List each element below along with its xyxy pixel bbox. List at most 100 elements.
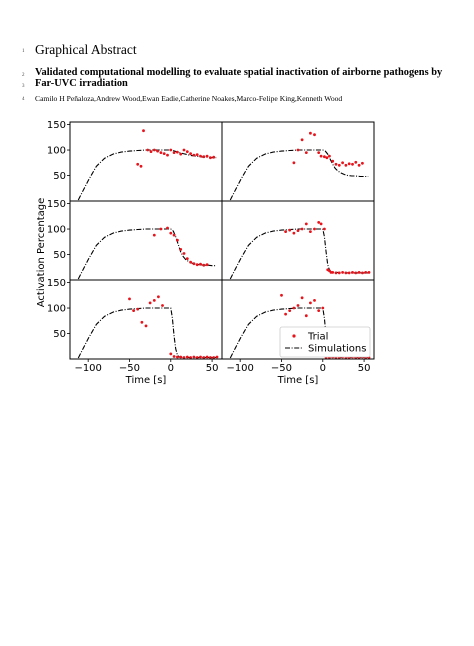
trial-point: [361, 271, 364, 275]
trial-point: [304, 314, 308, 318]
trial-point: [172, 355, 176, 358]
trial-point: [205, 263, 209, 267]
x-axis-label: Time [s]: [277, 375, 319, 386]
trial-point: [169, 231, 173, 235]
trial-point: [313, 227, 316, 231]
line-number: 2: [22, 73, 25, 78]
trial-point: [182, 252, 186, 255]
trial-point: [337, 163, 341, 167]
line-number: 3: [22, 84, 25, 89]
trial-point: [146, 148, 150, 152]
trial-point: [284, 230, 287, 234]
trial-point: [317, 221, 321, 224]
y-axis-label: Activation Percentage: [36, 198, 47, 308]
trial-point: [288, 309, 292, 312]
trial-point: [215, 355, 219, 359]
trial-point: [136, 307, 140, 311]
x-tick-label: −50: [119, 363, 140, 374]
trial-point: [319, 154, 323, 158]
trial-point: [172, 233, 176, 237]
trial-point: [128, 297, 131, 301]
trial-point: [296, 148, 300, 152]
simulation-line: [77, 307, 217, 359]
x-tick-label: 0: [168, 363, 174, 374]
x-tick-label: 50: [206, 363, 219, 374]
trial-point: [169, 352, 173, 356]
trial-point: [195, 263, 199, 267]
trial-point: [357, 271, 361, 274]
trial-point: [325, 156, 329, 160]
trial-point: [344, 271, 348, 275]
trial-point: [317, 151, 321, 155]
axis-labels: Time [s] Time [s] Activation Percentage: [36, 198, 318, 386]
trial-point: [354, 160, 358, 164]
trial-point: [176, 150, 179, 154]
trial-point: [313, 299, 316, 302]
trial-point: [139, 164, 143, 168]
trial-point: [199, 355, 202, 359]
trial-point: [142, 129, 145, 133]
trial-point: [195, 356, 199, 359]
trial-point: [179, 152, 183, 156]
trial-point: [152, 148, 156, 152]
trial-point: [292, 231, 296, 235]
trial-point: [199, 154, 202, 158]
trial-point: [169, 148, 173, 152]
trial-point: [136, 162, 140, 166]
trial-point: [159, 151, 163, 155]
y-tick-label: 150: [47, 278, 66, 289]
trial-point: [317, 309, 321, 312]
simulation-line: [77, 149, 217, 201]
trial-point: [205, 154, 209, 158]
trial-point: [176, 238, 179, 242]
legend-simulation-label: Simulations: [308, 344, 366, 355]
trial-point: [179, 355, 183, 359]
trial-point: [157, 295, 160, 299]
trial-point: [323, 155, 326, 159]
trial-point: [304, 222, 308, 226]
trial-point: [280, 293, 283, 297]
trial-point: [152, 233, 156, 237]
trial-point: [341, 161, 344, 165]
trial-point: [309, 230, 312, 234]
trial-point: [185, 150, 189, 154]
y-tick-label: 50: [53, 250, 66, 261]
trial-point: [202, 356, 206, 359]
trial-point: [309, 131, 312, 135]
panel-frame: [69, 121, 223, 202]
trial-point: [300, 296, 304, 300]
legend-trial-marker: [292, 334, 296, 338]
trial-point: [192, 262, 196, 266]
x-tick-label: −100: [226, 363, 253, 374]
x-tick-label: 50: [358, 363, 371, 374]
trial-point: [354, 271, 358, 275]
trial-point: [284, 312, 287, 316]
trial-point: [304, 151, 308, 155]
trial-point: [209, 156, 212, 160]
paper-title-line: Far-UVC irradiation: [35, 78, 128, 89]
trial-point: [195, 153, 199, 157]
y-tick-label: 150: [47, 199, 66, 210]
trial-point: [166, 226, 169, 230]
x-tick-label: −50: [271, 363, 292, 374]
trial-point: [199, 262, 202, 266]
legend-trial-label: Trial: [307, 332, 328, 343]
trial-point: [149, 150, 153, 154]
trial-point: [212, 155, 216, 159]
trial-point: [341, 271, 344, 274]
page-heading: Graphical Abstract: [35, 42, 137, 57]
trial-point: [331, 271, 335, 274]
author-list: Camilo H Peñaloza,Andrew Wood,Ewan Eadie…: [35, 94, 343, 103]
trial-point: [159, 227, 163, 231]
simulation-line: [229, 149, 369, 201]
trial-point: [185, 355, 189, 359]
y-tick-label: 50: [53, 329, 66, 340]
legend-box: [279, 326, 371, 358]
trial-point: [189, 356, 193, 359]
y-tick-label: 100: [47, 225, 66, 236]
trial-point: [179, 248, 183, 251]
trial-point: [176, 355, 179, 359]
trial-point: [328, 154, 331, 158]
